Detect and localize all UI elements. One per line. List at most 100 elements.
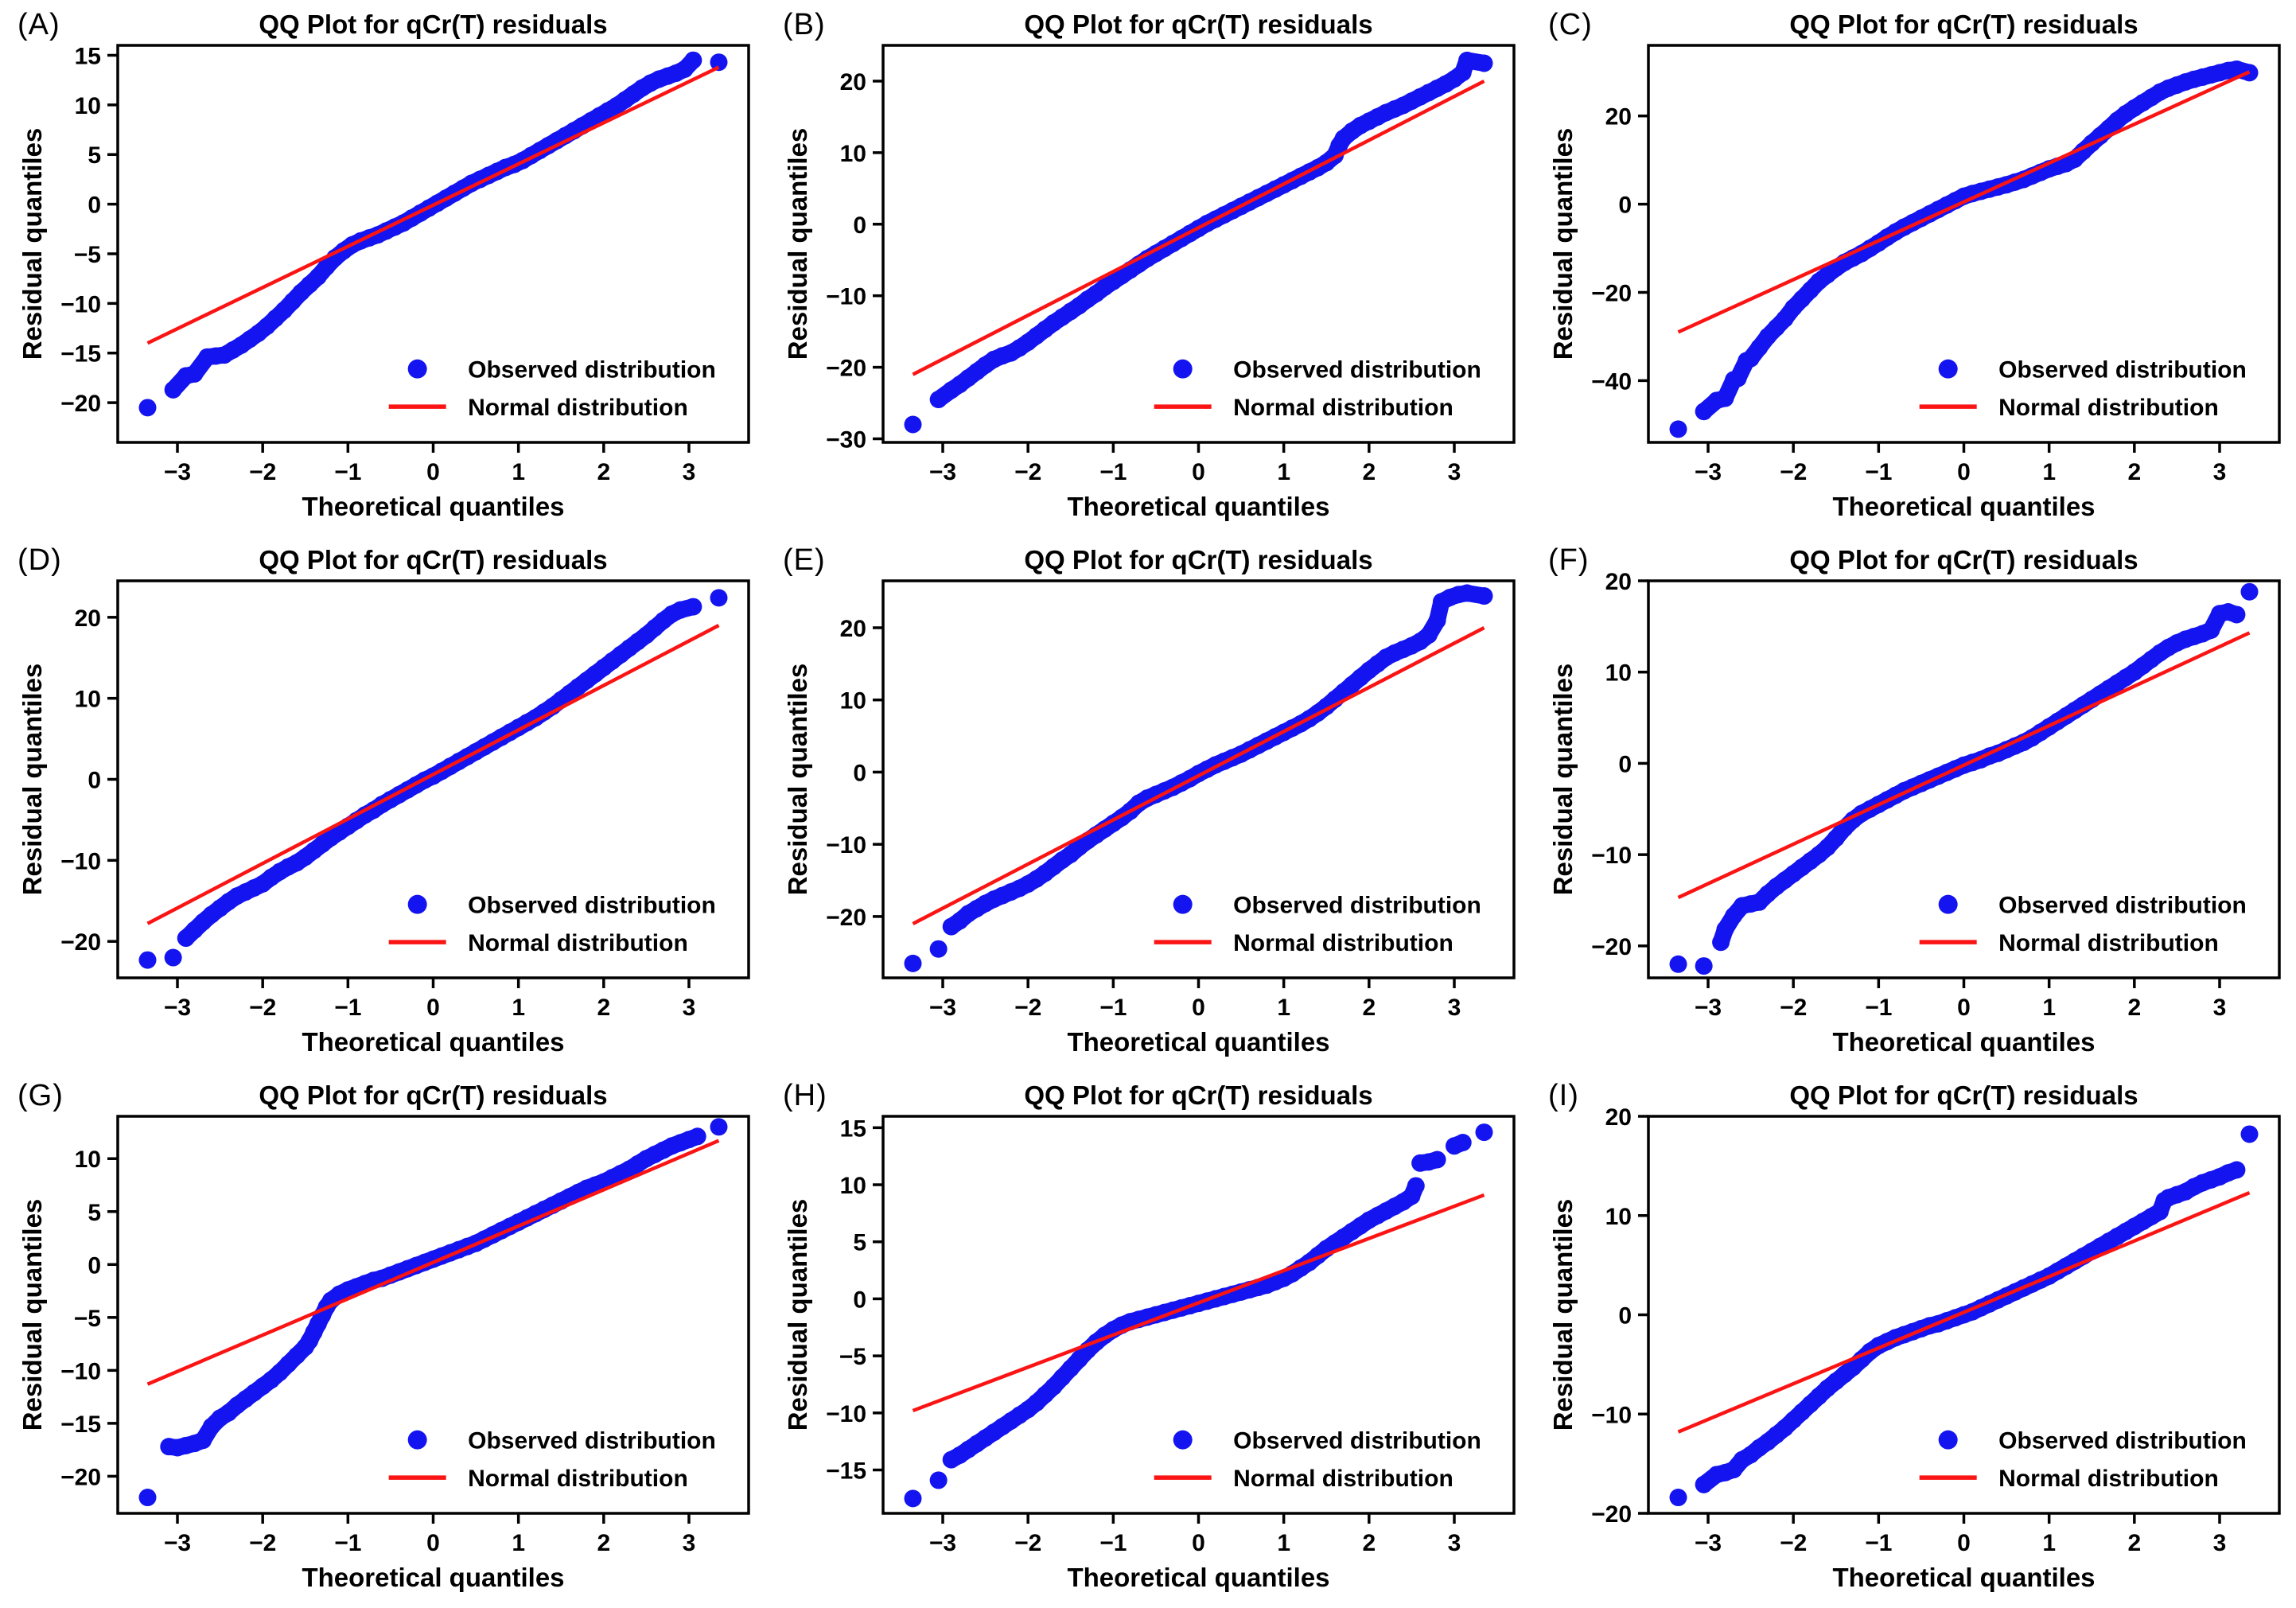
panel-letter-H: (H) bbox=[783, 1079, 827, 1112]
observed-point bbox=[2228, 1161, 2246, 1179]
panel-letter-C: (C) bbox=[1548, 8, 1593, 41]
observed-point bbox=[688, 1127, 706, 1146]
x-tick-label: 3 bbox=[2213, 1530, 2227, 1556]
x-tick-label: 2 bbox=[2127, 459, 2141, 485]
x-tick-label: −3 bbox=[1695, 459, 1722, 485]
observed-point bbox=[710, 53, 728, 72]
x-axis-label: Theoretical quantiles bbox=[1067, 1563, 1329, 1592]
y-axis-label: Residual quantiles bbox=[783, 128, 812, 360]
panel-I: (I) QQ Plot for qCr(T) residuals −3 −2 −1 0 1… bbox=[1531, 1071, 2296, 1606]
y-tick-label: −20 bbox=[1591, 934, 1632, 960]
x-tick-label: 0 bbox=[426, 1530, 440, 1556]
x-tick-label: 1 bbox=[2042, 995, 2056, 1021]
y-axis-label: Residual quantiles bbox=[783, 1199, 812, 1431]
observed-point bbox=[1407, 1177, 1425, 1195]
y-tick-label: −5 bbox=[74, 1306, 101, 1332]
normal-line bbox=[146, 1139, 720, 1386]
x-tick-label: 2 bbox=[1362, 995, 1376, 1021]
legend-dot-icon bbox=[1173, 894, 1193, 914]
legend-observed-label: Observed distribution bbox=[1233, 1428, 1481, 1454]
x-tick-label: 3 bbox=[683, 1530, 696, 1556]
observed-point bbox=[1716, 389, 1734, 407]
observed-point bbox=[710, 589, 728, 607]
panel-C: (C) QQ Plot for qCr(T) residuals −3 −2 −1 0 1… bbox=[1531, 0, 2296, 535]
x-tick-label: 0 bbox=[426, 459, 440, 485]
x-tick-label: 1 bbox=[512, 459, 525, 485]
y-tick-label: 20 bbox=[75, 605, 101, 632]
y-tick-label: 15 bbox=[840, 1115, 866, 1142]
x-tick-label: −1 bbox=[1865, 459, 1892, 485]
x-tick-label: 0 bbox=[1957, 459, 1971, 485]
y-axis-label: Residual quantiles bbox=[783, 664, 812, 896]
qq-chart-G: QQ Plot for qCr(T) residuals−3 −2 −1 0 1 2 3−2… bbox=[18, 1080, 750, 1592]
panel-E: (E) QQ Plot for qCr(T) residuals −3 −2 −1 0 1… bbox=[765, 535, 1531, 1071]
x-tick-label: −2 bbox=[1014, 1530, 1041, 1556]
y-axis-label: Residual quantiles bbox=[18, 664, 47, 896]
y-tick-label: 20 bbox=[1605, 569, 1632, 595]
plot-border bbox=[116, 44, 750, 444]
observed-point bbox=[2228, 605, 2246, 624]
x-tick-label: 2 bbox=[2127, 995, 2141, 1021]
qq-chart-I: QQ Plot for qCr(T) residuals−3 −2 −1 0 1 2 3−2… bbox=[1548, 1080, 2281, 1592]
observed-point bbox=[1453, 1133, 1472, 1151]
panel-G: (G) QQ Plot for qCr(T) residuals −3 −2 −1 0 1… bbox=[0, 1071, 765, 1606]
panel-letter-B: (B) bbox=[783, 8, 826, 41]
x-tick-label: 1 bbox=[512, 995, 525, 1021]
y-tick-label: 10 bbox=[1605, 660, 1632, 687]
legend-dot-icon bbox=[407, 894, 427, 914]
legend-observed-label: Observed distribution bbox=[468, 357, 716, 384]
y-tick-label: 5 bbox=[853, 1230, 866, 1256]
chart-title: QQ Plot for qCr(T) residuals bbox=[1789, 545, 2138, 574]
x-tick-label: 3 bbox=[2213, 995, 2227, 1021]
y-tick-label: −30 bbox=[826, 427, 866, 454]
y-tick-label: 5 bbox=[88, 142, 101, 169]
x-tick-label: 2 bbox=[597, 995, 610, 1021]
y-tick-label: −10 bbox=[60, 291, 101, 317]
x-tick-label: −1 bbox=[1099, 1530, 1127, 1556]
normal-line bbox=[1677, 70, 2251, 334]
x-tick-label: 0 bbox=[1192, 1530, 1205, 1556]
legend-normal-label: Normal distribution bbox=[1233, 395, 1453, 421]
observed-point bbox=[684, 51, 702, 69]
y-tick-label: −15 bbox=[60, 1411, 101, 1438]
y-tick-label: 5 bbox=[88, 1200, 101, 1226]
observed-point bbox=[2240, 582, 2259, 601]
legend-normal-label: Normal distribution bbox=[468, 1466, 688, 1492]
panel-F: (F) QQ Plot for qCr(T) residuals −3 −2 −1 0 1… bbox=[1531, 535, 2296, 1071]
chart-title: QQ Plot for qCr(T) residuals bbox=[259, 545, 607, 574]
legend-dot-icon bbox=[407, 1430, 427, 1450]
x-tick-label: −3 bbox=[164, 459, 191, 485]
x-tick-label: 0 bbox=[426, 995, 440, 1021]
qq-chart-B: QQ Plot for qCr(T) residuals−3 −2 −1 0 1 2 3−3… bbox=[783, 10, 1516, 521]
observed-point bbox=[2240, 1125, 2259, 1143]
y-axis-label: Residual quantiles bbox=[1548, 664, 1578, 896]
panel-A: (A) QQ Plot for qCr(T) residuals −3 −2 −1 0 1… bbox=[0, 0, 765, 535]
x-tick-label: −1 bbox=[1099, 459, 1127, 485]
x-tick-label: −3 bbox=[929, 459, 956, 485]
x-tick-label: −2 bbox=[1780, 459, 1807, 485]
y-tick-label: 20 bbox=[1605, 104, 1632, 130]
chart-title: QQ Plot for qCr(T) residuals bbox=[1024, 545, 1372, 574]
y-tick-label: 20 bbox=[1605, 1104, 1632, 1131]
observed-point bbox=[164, 380, 182, 399]
legend-normal-label: Normal distribution bbox=[1998, 395, 2219, 421]
observed-point bbox=[164, 948, 182, 967]
normal-line bbox=[1677, 631, 2251, 900]
qq-chart-E: QQ Plot for qCr(T) residuals−3 −2 −1 0 1 2 3−2… bbox=[783, 545, 1516, 1057]
x-tick-label: −3 bbox=[164, 1530, 191, 1556]
observed-point bbox=[185, 364, 204, 383]
x-tick-label: −2 bbox=[1014, 995, 1041, 1021]
y-tick-label: 10 bbox=[75, 93, 101, 119]
y-tick-label: 20 bbox=[840, 69, 866, 95]
y-tick-label: −20 bbox=[60, 391, 101, 417]
observed-point bbox=[1458, 584, 1477, 602]
y-tick-label: −10 bbox=[1591, 1402, 1632, 1428]
plot-border bbox=[1647, 1115, 2281, 1515]
qq-chart-D: QQ Plot for qCr(T) residuals−3 −2 −1 0 1 2 3−2… bbox=[18, 545, 750, 1057]
plot-border bbox=[881, 1115, 1516, 1515]
x-tick-label: −3 bbox=[164, 995, 191, 1021]
observed-points bbox=[138, 1118, 728, 1507]
y-tick-label: −15 bbox=[60, 341, 101, 368]
qq-chart-H: QQ Plot for qCr(T) residuals−3 −2 −1 0 1 2 3−1… bbox=[783, 1080, 1516, 1592]
x-tick-label: −1 bbox=[334, 1530, 361, 1556]
